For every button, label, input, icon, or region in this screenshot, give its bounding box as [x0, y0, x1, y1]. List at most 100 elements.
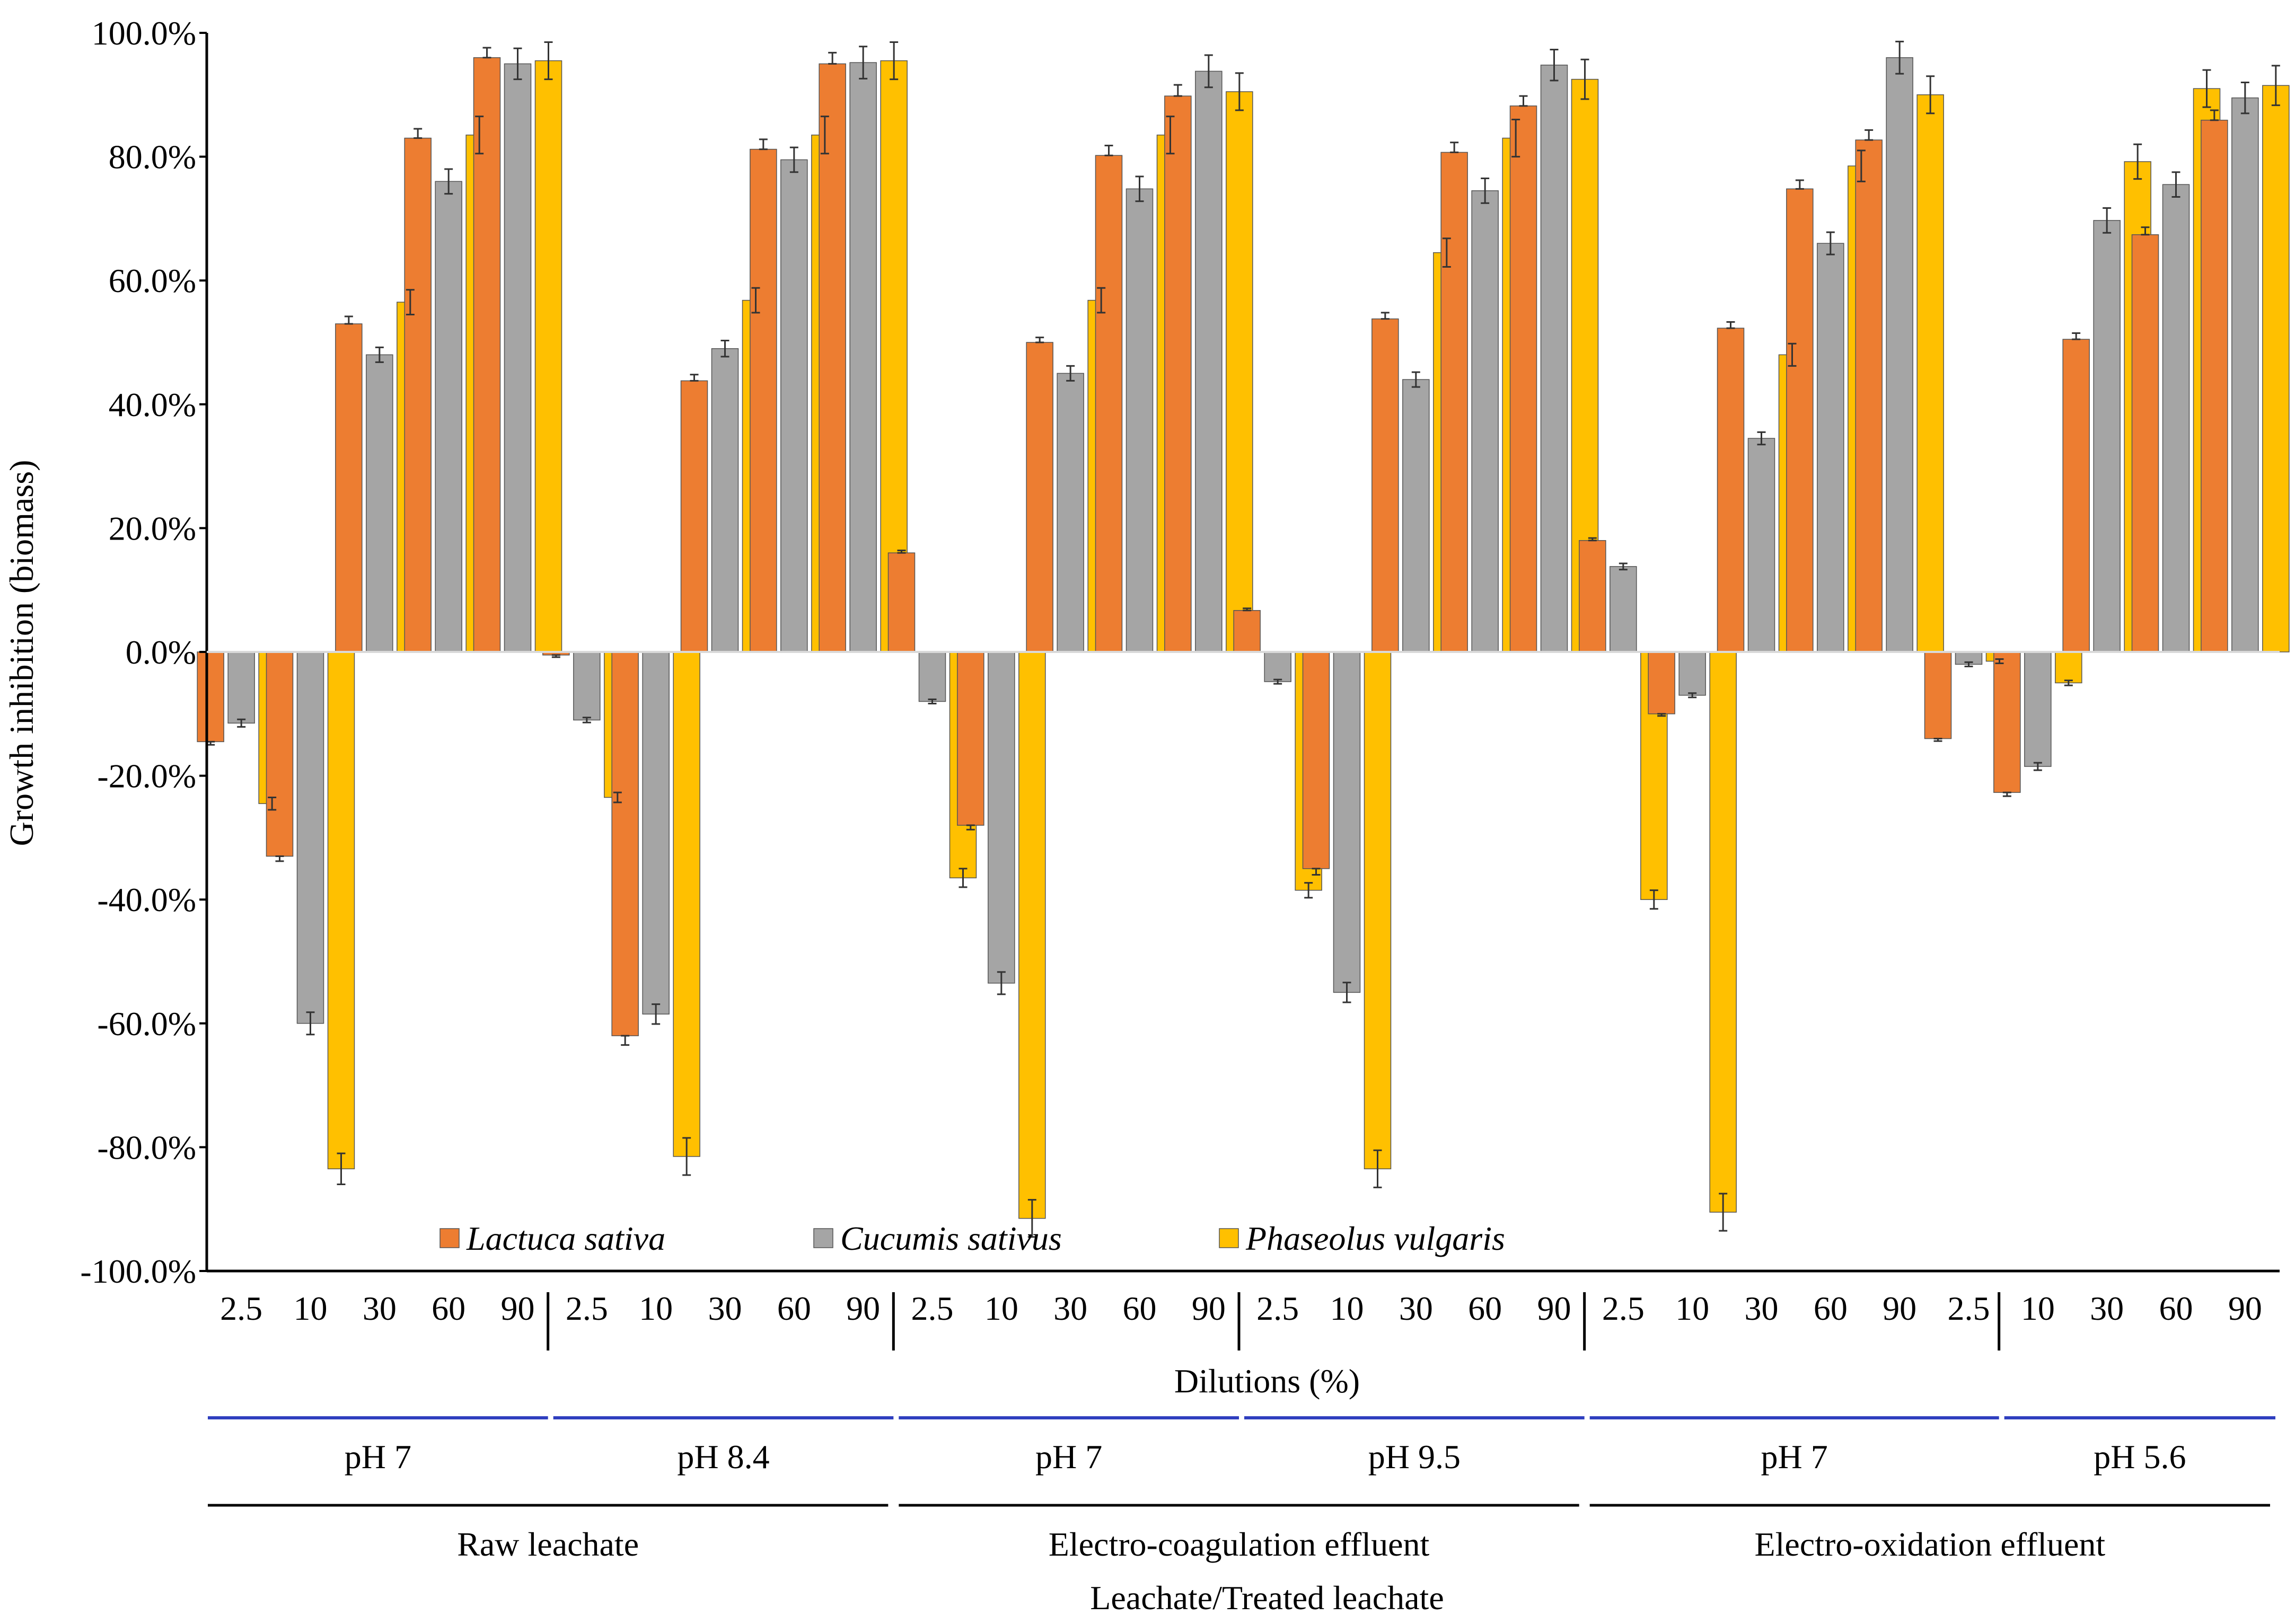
x-tick-label: 2.5: [566, 1290, 608, 1327]
x-tick-label: 90: [1537, 1290, 1571, 1327]
legend-swatch: [439, 1228, 460, 1248]
bar-phaseolus-vulgaris: [2055, 651, 2082, 684]
ph-group-label: pH 5.6: [2094, 1438, 2186, 1476]
bar-lactuca-sativa: [1440, 152, 1468, 652]
bar-cucumis-sativus: [2024, 651, 2052, 767]
bar-cucumis-sativus: [2162, 184, 2190, 652]
bar-cucumis-sativus: [1057, 373, 1084, 652]
bar-lactuca-sativa: [2062, 339, 2090, 652]
bar-lactuca-sativa: [611, 651, 639, 1036]
y-tick-label: -20.0%: [97, 757, 196, 795]
x-tick-label: 90: [1192, 1290, 1226, 1327]
bar-lactuca-sativa: [1302, 651, 1330, 869]
bar-lactuca-sativa: [2201, 119, 2228, 652]
x-tick-label: 60: [1123, 1290, 1157, 1327]
bar-lactuca-sativa: [1095, 155, 1123, 652]
bar-lactuca-sativa: [1371, 318, 1399, 652]
bar-cucumis-sativus: [573, 651, 601, 721]
x-tick-label: 90: [2228, 1290, 2262, 1327]
y-axis-title: Growth inhibition (biomass): [3, 460, 40, 846]
bar-lactuca-sativa: [819, 63, 846, 652]
bar-cucumis-sativus: [1817, 243, 1844, 652]
bar-cucumis-sativus: [1747, 438, 1775, 652]
bar-phaseolus-vulgaris: [1916, 94, 1944, 652]
bar-cucumis-sativus: [435, 181, 462, 652]
bar-lactuca-sativa: [1579, 540, 1606, 652]
legend: Lactuca sativa Cucumis sativus Phaseolus v…: [439, 1220, 1505, 1257]
bar-cucumis-sativus: [1540, 64, 1568, 652]
x-tick-label: 60: [2159, 1290, 2193, 1327]
bar-lactuca-sativa: [1233, 610, 1261, 652]
bar-cucumis-sativus: [642, 651, 670, 1015]
x-tick-label: 90: [1883, 1290, 1916, 1327]
source-group-label: Raw leachate: [457, 1525, 639, 1563]
bar-lactuca-sativa: [404, 137, 432, 652]
x-tick-label: 10: [294, 1290, 328, 1327]
bar-phaseolus-vulgaris: [1364, 651, 1392, 1170]
x-tick-label: 2.5: [911, 1290, 954, 1327]
y-tick-label: -100.0%: [80, 1252, 196, 1290]
bar-cucumis-sativus: [1125, 188, 1154, 652]
source-group-label: Electro-oxidation effluent: [1754, 1525, 2105, 1563]
x-tick-label: 2.5: [1948, 1290, 1990, 1327]
bar-lactuca-sativa: [1509, 105, 1537, 652]
bar-cucumis-sativus: [988, 651, 1015, 984]
x-tick-labels: 2.5 10 30 60 90 2.5 10 30 60 90 2.5 10 30 60 90 2.5 10 30…: [220, 1290, 2262, 1327]
bar-lactuca-sativa: [2131, 234, 2159, 652]
x-tick-label: 10: [1675, 1290, 1709, 1327]
bar-phaseolus-vulgaris: [1226, 91, 1253, 652]
y-tick-label: 20.0%: [109, 509, 196, 547]
x-tick-label: 90: [501, 1290, 535, 1327]
error-bars-layer: [206, 40, 2280, 1238]
ph-group-label: pH 7: [345, 1438, 411, 1476]
bar-lactuca-sativa: [957, 651, 984, 826]
bar-lactuca-sativa: [473, 57, 501, 652]
x-tick-label: 90: [846, 1290, 880, 1327]
source-group-label: Electro-coagulation effluent: [1049, 1525, 1430, 1563]
x-tick-label: 10: [1330, 1290, 1364, 1327]
bar-cucumis-sativus: [1886, 57, 1913, 652]
bar-cucumis-sativus: [366, 354, 393, 652]
ph-group-label: pH 7: [1761, 1438, 1828, 1476]
x-tick-label: 10: [984, 1290, 1018, 1327]
ph-group-label: pH 9.5: [1368, 1438, 1461, 1476]
bar-cucumis-sativus: [849, 62, 877, 652]
bar-lactuca-sativa: [680, 380, 708, 652]
bar-lactuca-sativa: [266, 651, 294, 857]
bar-lactuca-sativa: [1717, 328, 1745, 652]
bar-lactuca-sativa: [1786, 188, 1814, 652]
bar-lactuca-sativa: [1993, 651, 2021, 793]
bar-cucumis-sativus: [227, 651, 255, 724]
x-tick-label: 60: [1468, 1290, 1502, 1327]
bar-cucumis-sativus: [1195, 70, 1223, 652]
legend-swatch: [1219, 1228, 1239, 1248]
x-tick-label: 30: [363, 1290, 397, 1327]
x-tick-label: 30: [708, 1290, 742, 1327]
bar-cucumis-sativus: [1610, 566, 1637, 652]
bar-phaseolus-vulgaris: [1018, 651, 1046, 1219]
bar-cucumis-sativus: [504, 63, 532, 652]
x-tick-label: 30: [1399, 1290, 1433, 1327]
bar-cucumis-sativus: [2231, 97, 2259, 652]
y-tick-label: 80.0%: [109, 138, 196, 176]
bar-cucumis-sativus: [1333, 651, 1361, 993]
x-axis-title: Dilutions (%): [1174, 1362, 1360, 1400]
bar-cucumis-sativus: [1402, 379, 1430, 652]
bar-phaseolus-vulgaris: [673, 651, 700, 1157]
bar-lactuca-sativa: [1924, 651, 1952, 739]
legend-label: Cucumis sativus: [840, 1220, 1062, 1257]
bar-lactuca-sativa: [887, 552, 916, 652]
x-tick-label: 60: [1814, 1290, 1848, 1327]
x-tick-label: 30: [2090, 1290, 2124, 1327]
bar-phaseolus-vulgaris: [534, 60, 562, 652]
bar-phaseolus-vulgaris: [2262, 85, 2290, 652]
bar-lactuca-sativa: [197, 651, 224, 743]
ph-group-label: pH 8.4: [677, 1438, 769, 1476]
x-tick-label: 10: [639, 1290, 673, 1327]
legend-label: Lactuca sativa: [466, 1220, 665, 1257]
bar-cucumis-sativus: [1471, 190, 1499, 652]
y-tick-label: 60.0%: [109, 262, 196, 299]
bar-cucumis-sativus: [918, 651, 946, 702]
y-tick-label: 0.0%: [126, 633, 196, 671]
